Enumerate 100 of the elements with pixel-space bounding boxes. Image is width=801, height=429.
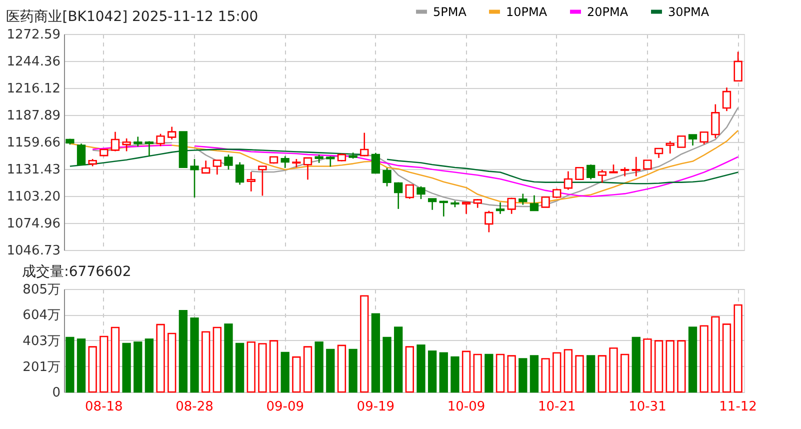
- bar: [202, 331, 210, 393]
- bar: [564, 349, 573, 393]
- candlestick: [711, 104, 720, 139]
- candlestick: [586, 164, 596, 180]
- bar: [586, 355, 596, 393]
- bar: [348, 348, 358, 393]
- candlestick: [462, 202, 471, 215]
- candlestick: [484, 210, 494, 233]
- bar: [450, 356, 460, 393]
- bar: [122, 342, 131, 393]
- bar: [134, 341, 142, 393]
- y-tick-label: 201万: [22, 360, 60, 375]
- bar: [190, 318, 199, 393]
- bar: [280, 352, 290, 393]
- y-tick-label: 1046.73: [6, 244, 60, 258]
- bar: [212, 326, 222, 393]
- candlestick: [722, 86, 732, 112]
- y-tick-label: 403万: [22, 334, 60, 349]
- bar: [688, 326, 698, 393]
- candlestick: [235, 162, 244, 186]
- candlestick: [496, 202, 505, 215]
- bar: [598, 355, 606, 393]
- bar: [484, 354, 494, 393]
- y-tick-label: 1244.36: [6, 54, 60, 70]
- candlestick: [598, 169, 606, 184]
- candlestick: [202, 160, 210, 174]
- bar: [666, 340, 674, 393]
- candlestick: [518, 193, 528, 206]
- candlestick: [122, 138, 131, 152]
- bar: [156, 324, 165, 393]
- candlestick: [575, 166, 584, 180]
- bar: [168, 332, 176, 393]
- bar: [632, 336, 640, 393]
- bar: [416, 344, 426, 393]
- bar: [371, 313, 380, 393]
- bar: [609, 347, 618, 393]
- candlestick: [428, 198, 437, 211]
- candlestick: [677, 135, 686, 148]
- candlestick: [280, 156, 290, 169]
- bar: [110, 326, 120, 393]
- bar: [518, 358, 528, 393]
- bar: [620, 354, 630, 393]
- y-tick-label: 1272.59: [6, 28, 60, 42]
- chart-title: 医药商业[BK1042] 2025-11-12 15:00: [6, 9, 258, 25]
- bar: [235, 342, 244, 393]
- candlestick: [371, 152, 380, 174]
- y-tick-label: 0: [52, 386, 60, 400]
- candlestick: [688, 134, 698, 146]
- candlestick: [144, 140, 154, 157]
- x-tick-label: 11-12: [719, 400, 757, 414]
- candlestick: [258, 166, 267, 196]
- y-tick-label: 1103.20: [6, 189, 60, 204]
- x-tick-label: 09-19: [356, 400, 395, 414]
- bar: [405, 346, 414, 393]
- bar: [178, 310, 188, 393]
- y-tick-label: 1216.12: [6, 82, 60, 97]
- bar: [246, 341, 256, 393]
- legend-label: 20PMA: [587, 4, 629, 19]
- bar: [575, 355, 584, 393]
- bar: [337, 344, 346, 393]
- y-tick-label: 604万: [22, 308, 60, 324]
- candlestick: [405, 184, 414, 200]
- bar: [314, 341, 324, 393]
- y-tick-label: 1187.89: [6, 108, 60, 124]
- bar: [722, 324, 732, 393]
- candlestick: [303, 157, 312, 180]
- bar: [507, 355, 516, 393]
- legend-label: 5PMA: [433, 4, 468, 19]
- bar: [428, 350, 437, 393]
- x-tick-label: 08-18: [85, 400, 123, 414]
- x-tick-label: 10-21: [538, 400, 576, 414]
- bar: [326, 348, 335, 393]
- candlestick: [360, 132, 369, 157]
- candlestick: [666, 140, 674, 154]
- candlestick: [224, 154, 233, 170]
- y-tick-label: 1159.66: [6, 136, 60, 150]
- bar: [541, 358, 550, 393]
- bar: [711, 316, 720, 393]
- candlestick: [632, 156, 640, 177]
- candlestick: [700, 131, 708, 145]
- bar: [258, 343, 267, 393]
- candlestick: [190, 158, 199, 198]
- bar: [530, 355, 539, 393]
- candlestick: [734, 51, 742, 82]
- candlestick: [552, 188, 562, 198]
- bar: [654, 340, 664, 393]
- bar: [100, 336, 108, 393]
- candlestick: [76, 142, 86, 166]
- bar: [394, 326, 403, 393]
- x-tick-label: 08-28: [176, 400, 214, 414]
- bar: [643, 338, 652, 393]
- bar: [292, 356, 301, 393]
- bar: [360, 295, 369, 393]
- candlestick: [530, 194, 539, 212]
- bar: [76, 338, 86, 393]
- bar: [552, 352, 562, 393]
- candlestick: [394, 182, 403, 210]
- bar: [66, 336, 74, 393]
- bar: [677, 340, 686, 393]
- x-tick-label: 10-31: [628, 400, 666, 414]
